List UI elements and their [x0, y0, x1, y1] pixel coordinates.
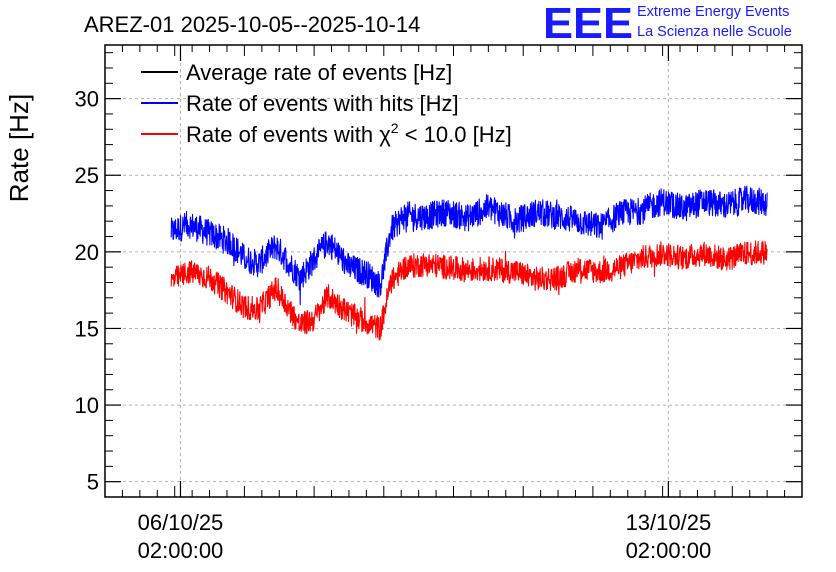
legend-label-hits: Rate of events with hits [Hz]: [186, 91, 459, 116]
tick-layer: [105, 45, 802, 498]
legend-label-chi2-superscript: 2: [391, 120, 399, 136]
y-tick-label-15: 15: [75, 316, 99, 341]
x-tick-label-date-0: 06/10/25: [138, 510, 224, 535]
eee-logo: EEE: [543, 0, 635, 48]
eee-logo-letters: EEE: [543, 2, 633, 42]
series-layer: [170, 185, 768, 341]
legend-label-chi2: Rate of events with χ2 < 10.0 [Hz]: [186, 120, 512, 147]
series-line-chi2: [170, 240, 768, 341]
legend: Average rate of events [Hz] Rate of even…: [141, 60, 512, 147]
chart-title: AREZ-01 2025-10-05--2025-10-14: [84, 12, 420, 37]
legend-label-chi2-suffix: < 10.0 [Hz]: [399, 122, 512, 147]
grid-layer: [105, 45, 802, 497]
y-tick-label-5: 5: [87, 470, 99, 495]
legend-label-average: Average rate of events [Hz]: [186, 60, 452, 85]
legend-label-chi2-prefix: Rate of events with: [186, 122, 379, 147]
series-line-hits: [170, 185, 768, 306]
eee-logo-mark: EEE: [543, 0, 633, 48]
logo-line-2: La Scienza nelle Scuole: [637, 24, 792, 40]
logo-line-1: Extreme Energy Events: [637, 4, 790, 20]
x-tick-label-date-1: 13/10/25: [626, 510, 712, 535]
y-tick-label-30: 30: [75, 87, 99, 112]
legend-label-chi2-symbol: χ: [379, 122, 391, 147]
y-tick-label-20: 20: [75, 240, 99, 265]
x-tick-label-time-1: 02:00:00: [626, 538, 712, 563]
y-axis-label: Rate [Hz]: [4, 94, 34, 202]
y-tick-label-10: 10: [75, 393, 99, 418]
x-tick-label-time-0: 02:00:00: [138, 538, 224, 563]
y-tick-label-25: 25: [75, 163, 99, 188]
label-layer: 5 10 15 20 25 30 06/10/25 02:00:00 13/10/25 02:00…: [75, 87, 712, 563]
